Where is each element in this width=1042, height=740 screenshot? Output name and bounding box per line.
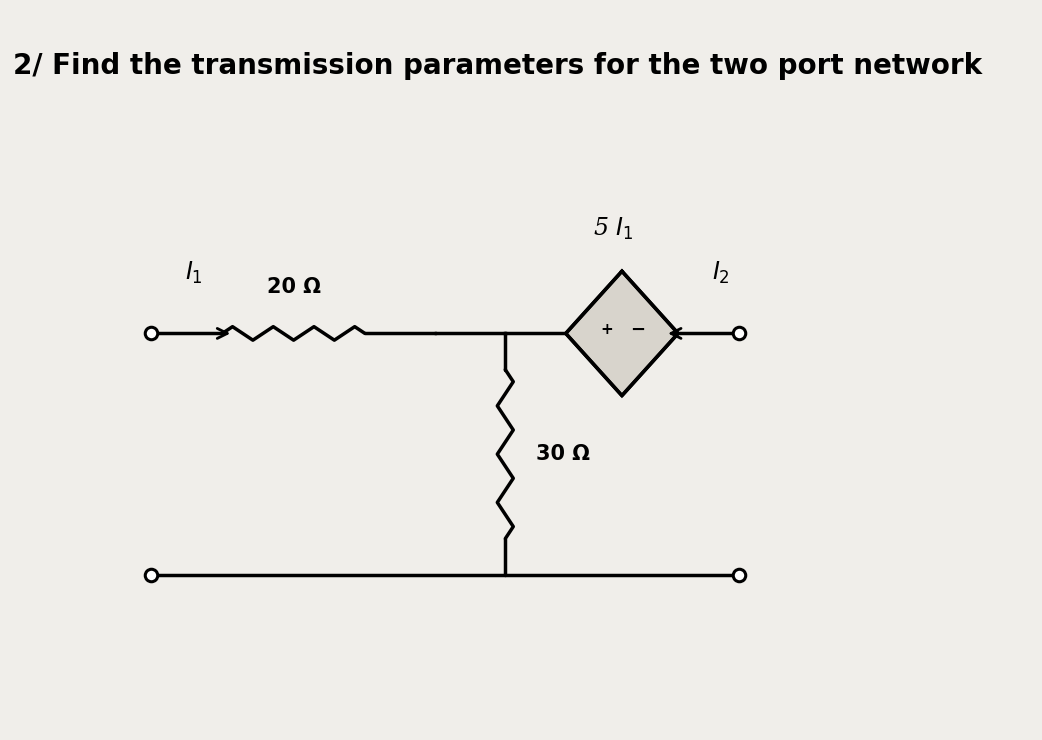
Text: $I_1$: $I_1$	[185, 260, 203, 286]
Text: 5 $I_1$: 5 $I_1$	[593, 216, 634, 242]
Text: 20 Ω: 20 Ω	[267, 277, 321, 297]
Polygon shape	[566, 272, 678, 396]
Text: $I_2$: $I_2$	[713, 260, 730, 286]
Text: −: −	[630, 320, 645, 339]
Text: 30 Ω: 30 Ω	[536, 444, 590, 464]
Text: 2/ Find the transmission parameters for the two port network: 2/ Find the transmission parameters for …	[13, 52, 982, 80]
Text: +: +	[600, 322, 613, 337]
